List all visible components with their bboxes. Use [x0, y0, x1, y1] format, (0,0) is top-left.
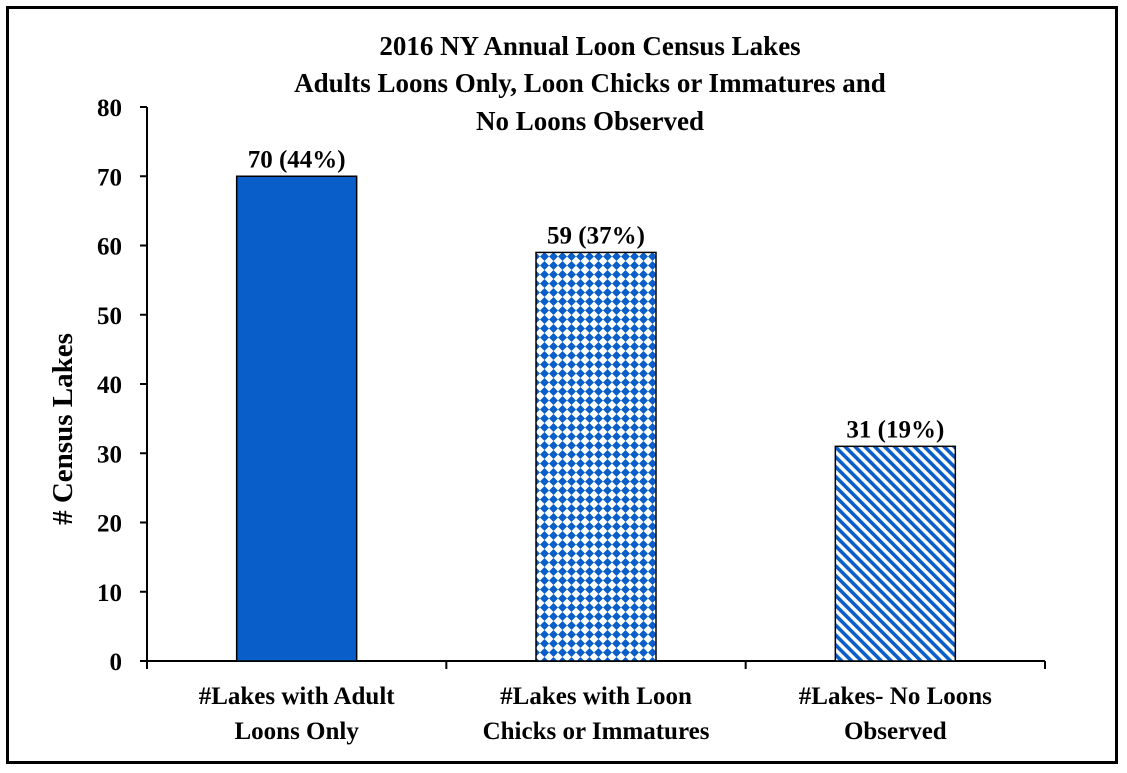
- data-label: 70 (44%): [248, 146, 346, 173]
- x-category-label: #Lakes- No Loons: [799, 683, 992, 710]
- chart-title-line: No Loons Observed: [476, 106, 704, 136]
- category-labels: #Lakes with Adult Loons Only #Lakes with L…: [199, 683, 992, 745]
- x-axis: [146, 660, 1046, 669]
- data-label: 31 (19%): [846, 416, 944, 443]
- y-tick-label: 60: [97, 234, 122, 261]
- chart-title-line: Adults Loons Only, Loon Chicks or Immatu…: [294, 68, 886, 98]
- chart-title: 2016 NY Annual Loon Census Lakes Adults L…: [294, 31, 886, 136]
- y-tick-label: 70: [97, 164, 122, 191]
- y-tick-label: 0: [110, 649, 123, 676]
- y-tick-label: 50: [97, 303, 122, 330]
- bar: [834, 445, 957, 662]
- x-category-label: Loons Only: [234, 718, 359, 745]
- bars: [235, 175, 957, 662]
- data-labels: 70 (44%) 59 (37%) 31 (19%): [248, 146, 945, 443]
- data-label: 59 (37%): [547, 222, 645, 249]
- x-category-label: Observed: [844, 718, 947, 745]
- y-axis: 0 10 20 30 40 50 60 70 80: [97, 95, 148, 676]
- y-tick-label: 40: [97, 372, 122, 399]
- x-category-label: #Lakes with Loon: [500, 683, 692, 710]
- bar: [235, 175, 358, 662]
- y-axis-label: # Census Lakes: [47, 333, 79, 525]
- y-tick-label: 30: [97, 441, 122, 468]
- x-category-label: Chicks or Immatures: [483, 718, 710, 745]
- y-tick-label: 80: [97, 95, 122, 122]
- x-category-label: #Lakes with Adult: [199, 683, 396, 710]
- chart-title-line: 2016 NY Annual Loon Census Lakes: [379, 31, 800, 61]
- bar: [535, 251, 657, 662]
- y-tick-label: 10: [97, 580, 122, 607]
- y-tick-label: 20: [97, 511, 122, 538]
